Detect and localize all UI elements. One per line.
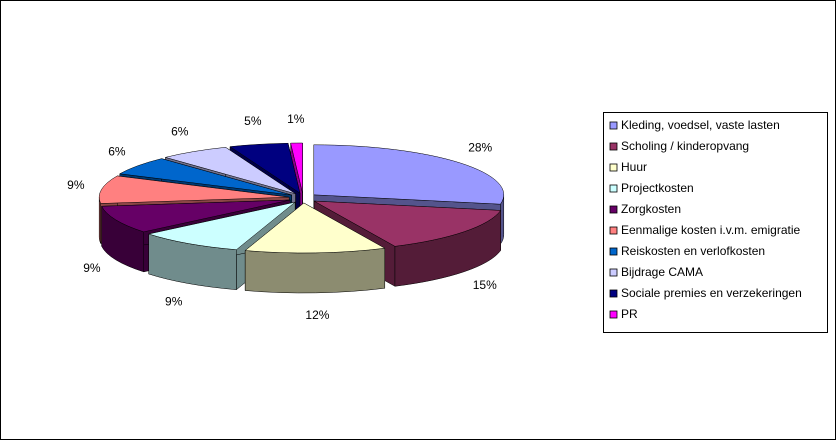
data-label: 6% [108, 144, 126, 158]
slice-wall [98, 197, 101, 244]
data-label: 9% [83, 261, 101, 275]
legend-label: PR [621, 307, 638, 321]
slice-wall [244, 247, 386, 294]
data-label: 15% [473, 278, 497, 292]
slice [147, 201, 296, 250]
legend-label: Projectkosten [621, 181, 694, 195]
data-label: 9% [67, 178, 85, 192]
legend-swatch [609, 142, 618, 151]
legend-label: Zorgkosten [621, 202, 681, 216]
legend-swatch [609, 163, 618, 172]
data-label: 6% [171, 124, 189, 138]
legend-label: Reiskosten en verlofkosten [621, 244, 765, 258]
legend-swatch [609, 121, 618, 130]
legend-swatch [609, 310, 618, 319]
data-label: 1% [287, 112, 305, 126]
legend-label: Bijdrage CAMA [621, 265, 703, 279]
legend-box [603, 112, 828, 333]
slice [313, 200, 502, 247]
slice [164, 147, 296, 195]
slice [290, 142, 303, 194]
slice [98, 175, 290, 204]
legend-swatch [609, 184, 618, 193]
legend-label: Sociale premies en verzekeringen [621, 286, 802, 300]
slice [229, 142, 301, 194]
legend-swatch [609, 205, 618, 214]
data-label: 5% [244, 114, 262, 128]
legend-swatch [609, 289, 618, 298]
data-label: 28% [468, 140, 492, 154]
data-label: 9% [165, 295, 183, 309]
slice [313, 144, 505, 205]
data-label: 12% [305, 308, 329, 322]
legend-swatch [609, 247, 618, 256]
slice [244, 202, 386, 254]
slice [101, 199, 291, 233]
legend-label: Eenmalige kosten i.v.m. emigratie [621, 223, 801, 237]
legend-label: Scholing / kinderopvang [621, 139, 749, 153]
legend-label: Huur [621, 160, 647, 174]
legend-swatch [609, 268, 618, 277]
legend-label: Kleding, voedsel, vaste lasten [621, 118, 780, 132]
slice [118, 158, 292, 196]
legend-swatch [609, 226, 618, 235]
